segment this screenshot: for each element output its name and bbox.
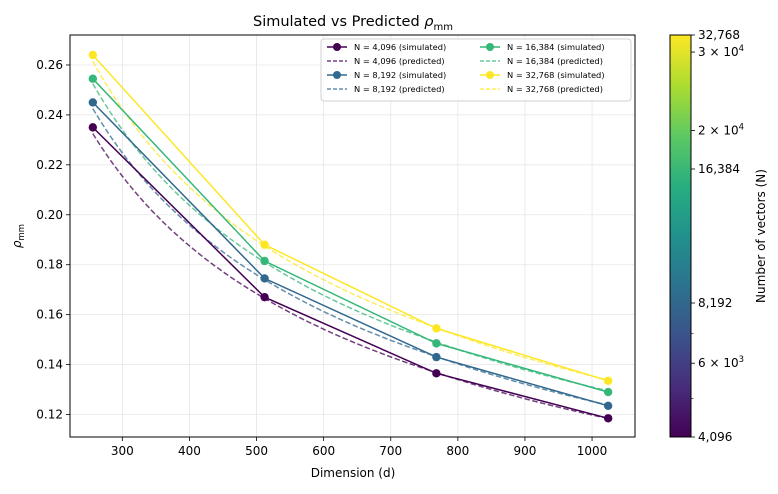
x-tick-label: 600 [312, 444, 335, 458]
legend-label: N = 4,096 (simulated) [354, 42, 446, 52]
series-line-simulated [92, 126, 609, 420]
data-point [603, 376, 613, 386]
colorbar-tick-label: 2 × 104 [698, 122, 744, 137]
x-tick-label: 500 [245, 444, 268, 458]
colorbar-tick-label: 3 × 104 [698, 44, 744, 59]
data-point [260, 274, 269, 283]
colorbar: 4,096 8,192 16,384 32,768 6 × 103 2 × 104 3 × … [669, 28, 768, 444]
colorbar-tick-label: 8,192 [698, 296, 732, 310]
series-line-predicted [92, 108, 609, 406]
series-line-simulated [92, 101, 609, 407]
legend-label: N = 4,096 (predicted) [354, 56, 445, 66]
data-point [603, 401, 613, 410]
series-line-predicted [92, 83, 609, 392]
data-point [432, 324, 441, 333]
x-tick-label: 400 [178, 444, 201, 458]
legend-marker [486, 71, 494, 79]
legend-box [320, 38, 632, 102]
series-line-predicted [92, 60, 609, 381]
x-tick-label: 300 [111, 444, 134, 458]
colorbar-tick-label: 16,384 [698, 162, 740, 176]
colorbar-ticks: 4,096 8,192 16,384 32,768 6 × 103 2 × 104 3 × … [691, 28, 744, 444]
legend-marker [333, 71, 341, 79]
y-tick-label: 0.20 [36, 208, 63, 222]
legend-label: N = 8,192 (simulated) [354, 70, 446, 80]
colorbar-gradient [669, 34, 692, 438]
data-point [88, 50, 98, 60]
y-tick-label: 0.24 [36, 108, 63, 122]
y-axis: 0.12 0.14 0.16 0.18 0.20 0.22 0.24 0.26 [36, 58, 70, 422]
legend-label: N = 32,768 (predicted) [507, 84, 603, 94]
colorbar-label: Number of vectors (N) [754, 169, 768, 303]
data-point [260, 256, 269, 266]
chart-title: Simulated vs Predicted ρmm [253, 14, 453, 33]
legend-label: N = 16,384 (predicted) [507, 56, 603, 66]
colorbar-tick-label: 4,096 [698, 430, 732, 444]
y-tick-label: 0.16 [36, 308, 63, 322]
series-layer [88, 50, 613, 423]
y-tick-label: 0.26 [36, 58, 63, 72]
data-point [260, 240, 269, 249]
legend-marker [486, 43, 494, 51]
data-point [260, 292, 269, 302]
colorbar-tick-label: 6 × 103 [698, 355, 744, 370]
legend-label: N = 32,768 (simulated) [507, 70, 605, 80]
y-tick-label: 0.12 [36, 408, 63, 422]
legend-marker [333, 43, 341, 51]
legend-label: N = 16,384 (simulated) [507, 42, 605, 52]
series-line-simulated [92, 54, 609, 382]
data-point [88, 123, 98, 132]
data-point [432, 352, 441, 362]
colorbar-tick-label: 32,768 [698, 28, 740, 42]
data-point [603, 387, 613, 397]
x-axis-label: Dimension (d) [311, 466, 396, 480]
y-tick-label: 0.18 [36, 258, 63, 272]
series-line-predicted [92, 133, 609, 420]
x-tick-label: 900 [513, 444, 536, 458]
y-tick-label: 0.22 [36, 158, 63, 172]
x-tick-label: 1000 [577, 444, 608, 458]
data-point [432, 339, 441, 348]
data-point [88, 74, 98, 83]
x-tick-label: 800 [446, 444, 469, 458]
legend-label: N = 8,192 (predicted) [354, 84, 445, 94]
data-point [432, 369, 441, 378]
plot-frame [69, 34, 636, 438]
legend-entries: N = 4,096 (simulated) N = 16,384 (simulat… [327, 42, 605, 94]
series-line-simulated [92, 78, 609, 393]
x-axis: 300 400 500 600 700 800 900 1000 [111, 437, 607, 458]
grid-layer [70, 35, 635, 437]
y-axis-label: ρmm [10, 224, 27, 248]
x-tick-label: 700 [379, 444, 402, 458]
data-point [603, 414, 613, 423]
y-tick-label: 0.14 [36, 358, 63, 372]
data-point [88, 98, 98, 107]
legend: N = 4,096 (simulated) N = 16,384 (simulat… [320, 38, 632, 102]
